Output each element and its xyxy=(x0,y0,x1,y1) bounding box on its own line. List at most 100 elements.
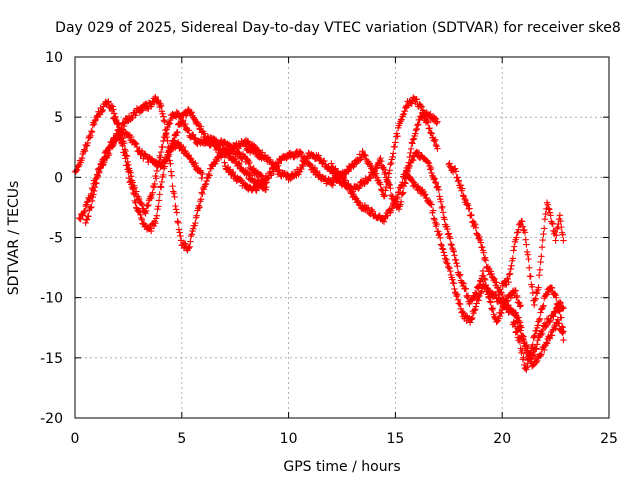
data-point xyxy=(531,301,538,309)
data-point xyxy=(157,148,165,156)
data-point xyxy=(202,181,209,188)
data-point xyxy=(401,107,408,115)
data-point xyxy=(543,340,551,347)
data-point xyxy=(454,291,461,298)
data-point xyxy=(427,166,434,173)
data-point xyxy=(466,319,474,326)
data-point xyxy=(235,148,242,156)
data-point xyxy=(157,102,165,110)
data-point xyxy=(475,285,482,292)
data-point xyxy=(383,176,391,183)
data-point xyxy=(556,212,564,219)
data-point xyxy=(197,196,205,203)
data-point xyxy=(489,306,496,314)
series-track-10 xyxy=(499,199,567,309)
data-point xyxy=(436,193,443,200)
data-point xyxy=(432,115,440,123)
data-point xyxy=(475,297,482,304)
data-point xyxy=(111,115,119,123)
data-point xyxy=(418,103,425,111)
data-point xyxy=(158,178,166,186)
data-point xyxy=(559,231,566,238)
data-point xyxy=(431,138,438,145)
data-point xyxy=(203,177,210,185)
data-point xyxy=(552,237,559,244)
data-point xyxy=(524,360,532,367)
y-tick-label: 0 xyxy=(54,170,63,186)
data-point xyxy=(84,139,92,147)
data-point xyxy=(381,192,388,199)
data-point xyxy=(444,225,451,233)
data-point xyxy=(528,345,535,352)
data-point xyxy=(168,172,176,179)
data-point xyxy=(246,183,253,190)
data-point xyxy=(157,154,164,161)
data-point xyxy=(554,303,561,310)
data-point xyxy=(155,197,163,204)
data-point xyxy=(424,159,432,166)
data-point xyxy=(167,143,175,150)
data-point xyxy=(533,290,541,297)
data-point xyxy=(172,202,179,210)
data-point xyxy=(192,219,199,227)
data-point xyxy=(536,266,544,273)
data-point xyxy=(274,159,281,166)
data-point xyxy=(526,356,533,363)
data-point xyxy=(169,182,176,190)
data-point xyxy=(185,244,193,252)
data-point xyxy=(346,184,354,192)
data-point xyxy=(153,167,161,175)
data-point xyxy=(516,303,524,310)
data-point xyxy=(188,108,195,116)
data-point xyxy=(466,205,473,212)
data-point xyxy=(156,191,163,198)
data-point xyxy=(471,307,478,314)
data-point xyxy=(547,316,554,324)
data-point xyxy=(88,128,96,136)
data-point xyxy=(452,256,460,263)
data-point xyxy=(438,204,445,212)
data-point xyxy=(409,140,416,147)
data-point xyxy=(513,234,520,241)
data-point xyxy=(386,181,393,189)
data-point xyxy=(464,292,472,299)
data-point xyxy=(104,99,111,106)
data-point xyxy=(165,143,172,151)
data-point xyxy=(109,103,116,110)
data-point xyxy=(425,159,433,167)
data-point xyxy=(543,322,550,329)
data-point xyxy=(512,287,519,295)
data-point xyxy=(558,314,565,321)
data-point xyxy=(328,160,335,167)
data-point xyxy=(523,363,531,371)
data-point xyxy=(487,299,495,306)
data-point xyxy=(377,157,385,165)
data-point xyxy=(559,303,566,311)
data-point xyxy=(176,112,183,120)
data-point xyxy=(175,114,183,121)
data-point xyxy=(538,351,545,358)
data-point xyxy=(407,149,414,157)
data-point xyxy=(491,275,498,282)
data-point xyxy=(456,271,464,278)
data-marks xyxy=(71,93,567,373)
data-point xyxy=(119,134,126,142)
data-point xyxy=(217,137,225,144)
data-point xyxy=(514,334,522,341)
data-point xyxy=(560,237,567,244)
data-point xyxy=(387,159,395,167)
data-point xyxy=(174,128,181,136)
data-point xyxy=(451,252,458,259)
data-point xyxy=(138,199,145,207)
data-point xyxy=(538,243,546,251)
data-point xyxy=(147,227,155,235)
data-point xyxy=(83,216,90,224)
data-point xyxy=(370,171,377,178)
data-point xyxy=(548,219,556,227)
data-point xyxy=(509,308,517,315)
data-point xyxy=(91,187,98,195)
data-point xyxy=(173,209,181,216)
data-point xyxy=(517,302,524,309)
data-point xyxy=(114,120,121,127)
